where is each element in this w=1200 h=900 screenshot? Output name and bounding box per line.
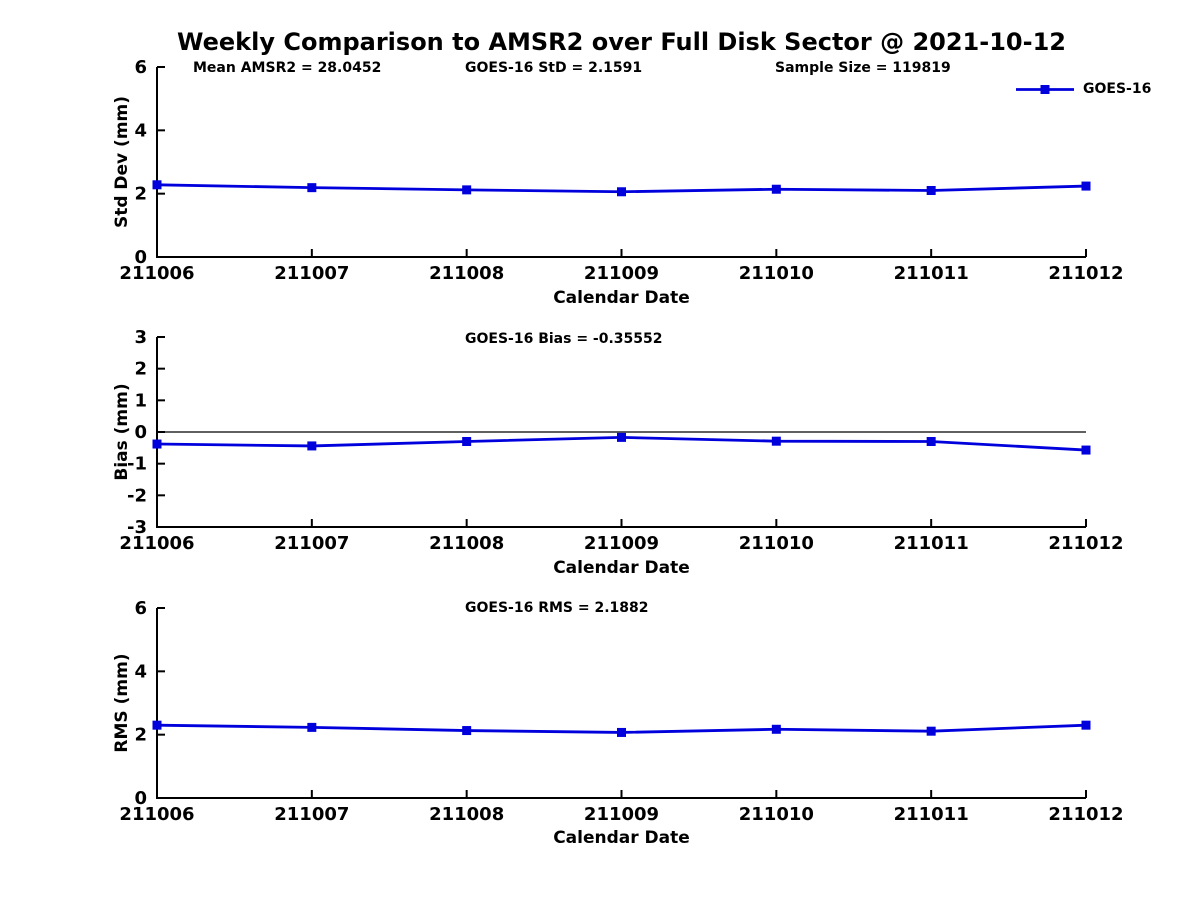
x-tick-label: 211007 bbox=[274, 533, 349, 554]
x-tick-label: 211012 bbox=[1048, 804, 1123, 825]
y-tick-label: 2 bbox=[134, 184, 147, 205]
annotation-mean-amsr2: Mean AMSR2 = 28.0452 bbox=[193, 60, 382, 76]
std-dev-x-axis-label: Calendar Date bbox=[553, 288, 690, 308]
x-tick-label: 211007 bbox=[274, 263, 349, 284]
data-point-marker bbox=[307, 441, 317, 451]
x-tick-label: 211009 bbox=[584, 263, 659, 284]
x-tick-label: 211010 bbox=[739, 533, 814, 554]
bias-plot: -3 -2 -1 0 1 2 3 211006 211007 211008 211009 211010… bbox=[119, 330, 1123, 554]
x-tick-label: 211011 bbox=[894, 263, 969, 284]
rms-x-axis-label: Calendar Date bbox=[553, 828, 690, 848]
data-point-marker bbox=[462, 437, 472, 446]
data-point-marker bbox=[152, 720, 162, 730]
y-tick-label: 3 bbox=[134, 330, 147, 348]
y-tick-label: 0 bbox=[134, 247, 147, 268]
rms-plot: 0 2 4 6 211006 211007 211008 211009 211010 211011… bbox=[119, 601, 1123, 825]
x-tick-label: 211011 bbox=[894, 533, 969, 554]
y-tick-label: 6 bbox=[134, 601, 147, 619]
y-tick-label: 2 bbox=[134, 725, 147, 746]
data-point-marker bbox=[617, 727, 626, 737]
y-tick-label: -3 bbox=[127, 517, 147, 538]
data-point-marker bbox=[771, 436, 781, 446]
y-tick-label: 6 bbox=[134, 60, 147, 78]
y-tick-label: -2 bbox=[127, 485, 147, 506]
data-point-marker bbox=[462, 185, 472, 195]
data-point-marker bbox=[307, 722, 317, 732]
x-tick-label: 211009 bbox=[584, 533, 659, 554]
bias-y-axis-label: Bias (mm) bbox=[112, 383, 132, 481]
bias-x-axis-label: Calendar Date bbox=[553, 558, 690, 578]
x-tick-label: 211008 bbox=[429, 804, 504, 825]
x-tick-label: 211011 bbox=[894, 804, 969, 825]
data-point-marker bbox=[926, 726, 936, 736]
std-dev-y-axis-label: Std Dev (mm) bbox=[112, 95, 132, 229]
std-dev-plot: 0 2 4 6 211006 211007 211008 211009 211010 211011… bbox=[119, 60, 1123, 284]
data-point-marker bbox=[1081, 181, 1091, 191]
data-point-marker bbox=[462, 726, 472, 736]
x-tick-label: 211010 bbox=[739, 263, 814, 284]
y-tick-label: -1 bbox=[127, 454, 147, 475]
annotation-goes16-std: GOES-16 StD = 2.1591 bbox=[465, 60, 643, 76]
x-tick-label: 211012 bbox=[1048, 263, 1123, 284]
annotation-sample-size: Sample Size = 119819 bbox=[775, 60, 951, 76]
x-tick-label: 211010 bbox=[739, 804, 814, 825]
rms-y-axis-label: RMS (mm) bbox=[112, 653, 132, 753]
x-tick-label: 211006 bbox=[119, 804, 194, 825]
x-tick-label: 211006 bbox=[119, 533, 194, 554]
x-tick-label: 211007 bbox=[274, 804, 349, 825]
y-tick-label: 4 bbox=[134, 661, 147, 682]
x-tick-label: 211012 bbox=[1048, 533, 1123, 554]
data-point-marker bbox=[926, 437, 936, 446]
legend: GOES-16 bbox=[1016, 81, 1151, 97]
data-point-marker bbox=[152, 180, 162, 190]
legend-label: GOES-16 bbox=[1083, 81, 1152, 97]
x-tick-label: 211008 bbox=[429, 263, 504, 284]
y-tick-label: 0 bbox=[134, 422, 147, 443]
data-point-marker bbox=[307, 183, 317, 193]
x-tick-label: 211006 bbox=[119, 263, 194, 284]
data-point-marker bbox=[771, 724, 781, 734]
data-point-marker bbox=[617, 187, 626, 197]
y-tick-label: 0 bbox=[134, 788, 147, 809]
chart-title: Weekly Comparison to AMSR2 over Full Dis… bbox=[177, 28, 1066, 56]
x-tick-label: 211008 bbox=[429, 533, 504, 554]
x-tick-label: 211009 bbox=[584, 804, 659, 825]
data-point-marker bbox=[617, 432, 626, 442]
data-point-marker bbox=[1081, 445, 1091, 455]
data-point-marker bbox=[152, 439, 162, 449]
legend-line-icon bbox=[1016, 84, 1074, 94]
annotation-goes16-bias: GOES-16 Bias = -0.35552 bbox=[465, 331, 663, 347]
y-tick-label: 1 bbox=[134, 390, 147, 411]
data-point-marker bbox=[1081, 720, 1091, 730]
data-point-marker bbox=[926, 186, 936, 195]
y-tick-label: 4 bbox=[134, 120, 147, 141]
data-point-marker bbox=[771, 184, 781, 194]
y-tick-label: 2 bbox=[134, 359, 147, 380]
annotation-goes16-rms: GOES-16 RMS = 2.1882 bbox=[465, 600, 649, 616]
